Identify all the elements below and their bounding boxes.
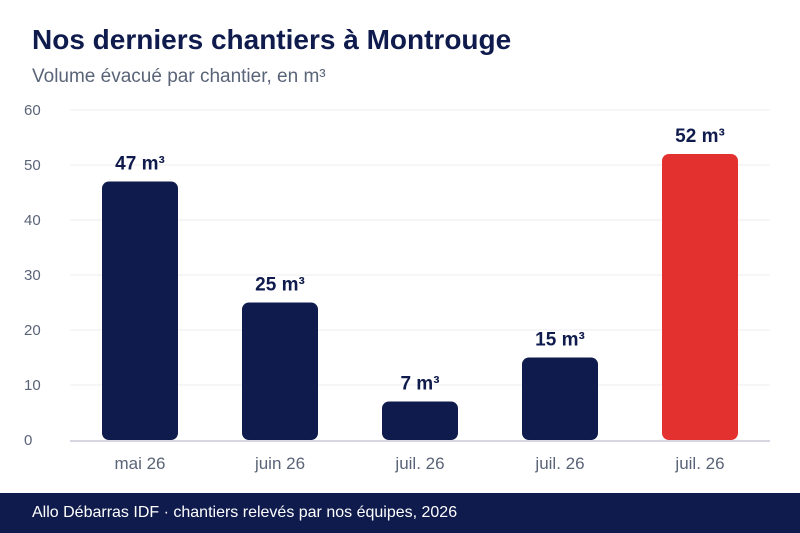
bar-chart: 0 10 20 30 40 50 60 47 m³ mai 26 25 m³ juin 26 7 m³… — [24, 102, 770, 473]
x-tick-label: juin 26 — [254, 454, 305, 473]
bar — [102, 181, 178, 440]
y-tick-label: 60 — [24, 102, 41, 119]
bar — [522, 357, 598, 440]
bar — [382, 401, 458, 440]
chart-title: Nos derniers chantiers à Montrouge — [32, 24, 512, 55]
y-tick-label: 20 — [24, 322, 41, 339]
x-tick-label: juil. 26 — [674, 454, 724, 473]
footer-banner: Allo Débarras IDF · chantiers relevés pa… — [0, 493, 800, 533]
footer-source: Allo Débarras IDF · chantiers relevés pa… — [32, 504, 458, 521]
x-tick-label: juil. 26 — [394, 454, 444, 473]
x-tick-label: mai 26 — [114, 454, 165, 473]
y-tick-label: 10 — [24, 377, 41, 394]
bar-value-label: 25 m³ — [255, 275, 305, 296]
y-tick-label: 50 — [24, 157, 41, 174]
bar-value-label: 15 m³ — [535, 330, 585, 351]
bar — [662, 154, 738, 440]
bar-value-label: 47 m³ — [115, 154, 165, 175]
chart-subtitle: Volume évacué par chantier, en m³ — [32, 66, 326, 87]
y-tick-label: 0 — [24, 432, 32, 449]
y-tick-label: 40 — [24, 212, 41, 229]
y-tick-label: 30 — [24, 267, 41, 284]
bar — [242, 302, 318, 440]
x-tick-label: juil. 26 — [534, 454, 584, 473]
bar-value-label: 52 m³ — [675, 126, 725, 147]
bar-value-label: 7 m³ — [400, 374, 439, 395]
